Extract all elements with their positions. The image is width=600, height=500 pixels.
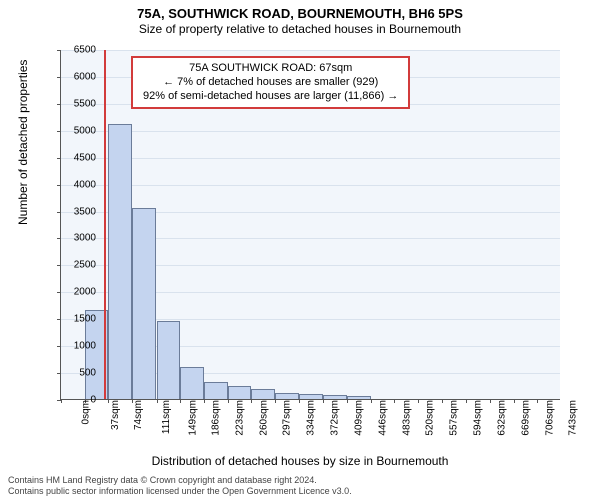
chart-area: 75A SOUTHWICK ROAD: 67sqm← 7% of detache… [60, 50, 580, 435]
gridline [61, 131, 560, 132]
x-tick-label: 520sqm [425, 400, 436, 436]
x-tick-label: 223sqm [235, 400, 246, 436]
x-tick-label: 372sqm [330, 400, 341, 436]
histogram-bar [228, 386, 252, 399]
x-tick-label: 594sqm [472, 400, 483, 436]
x-tick-mark [371, 399, 372, 403]
x-tick-label: 37sqm [110, 400, 121, 430]
histogram-bar [251, 389, 275, 399]
x-tick-mark [418, 399, 419, 403]
x-tick-mark [299, 399, 300, 403]
histogram-bar [108, 124, 132, 399]
x-tick-mark [157, 399, 158, 403]
x-tick-mark [347, 399, 348, 403]
y-tick-label: 1500 [56, 314, 96, 325]
x-tick-label: 74sqm [133, 400, 144, 430]
x-tick-label: 297sqm [282, 400, 293, 436]
x-tick-label: 446sqm [377, 400, 388, 436]
x-tick-mark [180, 399, 181, 403]
x-tick-label: 669sqm [520, 400, 531, 436]
callout-box: 75A SOUTHWICK ROAD: 67sqm← 7% of detache… [131, 56, 410, 109]
x-tick-label: 260sqm [258, 400, 269, 436]
x-tick-mark [228, 399, 229, 403]
chart-container: 75A, SOUTHWICK ROAD, BOURNEMOUTH, BH6 5P… [0, 0, 600, 500]
y-tick-label: 4000 [56, 179, 96, 190]
y-tick-label: 500 [56, 368, 96, 379]
plot-area: 75A SOUTHWICK ROAD: 67sqm← 7% of detache… [60, 50, 560, 400]
x-tick-mark [466, 399, 467, 403]
callout-line: ← 7% of detached houses are smaller (929… [143, 76, 398, 90]
callout-line: 92% of semi-detached houses are larger (… [143, 90, 398, 104]
x-axis-label: Distribution of detached houses by size … [0, 454, 600, 468]
x-tick-mark [204, 399, 205, 403]
y-tick-label: 3500 [56, 206, 96, 217]
histogram-bar [347, 396, 371, 399]
x-tick-mark [394, 399, 395, 403]
footer-line-1: Contains HM Land Registry data © Crown c… [8, 475, 352, 485]
x-tick-mark [490, 399, 491, 403]
page-subtitle: Size of property relative to detached ho… [0, 22, 600, 36]
histogram-bar [157, 321, 181, 399]
y-tick-label: 6000 [56, 71, 96, 82]
x-tick-mark [537, 399, 538, 403]
gridline [61, 158, 560, 159]
y-tick-label: 3000 [56, 233, 96, 244]
x-tick-label: 483sqm [401, 400, 412, 436]
gridline [61, 50, 560, 51]
y-axis-label: Number of detached properties [16, 60, 30, 225]
y-tick-label: 5500 [56, 98, 96, 109]
x-tick-mark [514, 399, 515, 403]
y-tick-label: 2000 [56, 287, 96, 298]
y-tick-label: 5000 [56, 125, 96, 136]
footer-line-2: Contains public sector information licen… [8, 486, 352, 496]
x-tick-mark [323, 399, 324, 403]
x-tick-mark [251, 399, 252, 403]
histogram-bar [323, 395, 347, 399]
histogram-bar [180, 367, 204, 399]
footer-attribution: Contains HM Land Registry data © Crown c… [8, 475, 352, 496]
x-tick-label: 706sqm [544, 400, 555, 436]
histogram-bar [132, 208, 156, 399]
x-tick-label: 186sqm [211, 400, 222, 436]
page-title: 75A, SOUTHWICK ROAD, BOURNEMOUTH, BH6 5P… [0, 0, 600, 22]
x-tick-label: 409sqm [354, 400, 365, 436]
y-tick-label: 1000 [56, 341, 96, 352]
x-tick-label: 632sqm [497, 400, 508, 436]
y-tick-label: 6500 [56, 45, 96, 56]
histogram-bar [204, 382, 228, 399]
marker-line [104, 50, 106, 399]
histogram-bar [299, 394, 323, 399]
callout-line: 75A SOUTHWICK ROAD: 67sqm [143, 62, 398, 76]
x-tick-label: 334sqm [306, 400, 317, 436]
x-tick-mark [442, 399, 443, 403]
x-tick-label: 111sqm [161, 400, 172, 434]
gridline [61, 185, 560, 186]
x-tick-label: 149sqm [187, 400, 198, 436]
x-tick-label: 743sqm [568, 400, 579, 436]
histogram-bar [275, 393, 299, 399]
x-tick-mark [275, 399, 276, 403]
y-tick-label: 0 [56, 395, 96, 406]
x-tick-label: 557sqm [449, 400, 460, 436]
y-tick-label: 2500 [56, 260, 96, 271]
y-tick-label: 4500 [56, 152, 96, 163]
